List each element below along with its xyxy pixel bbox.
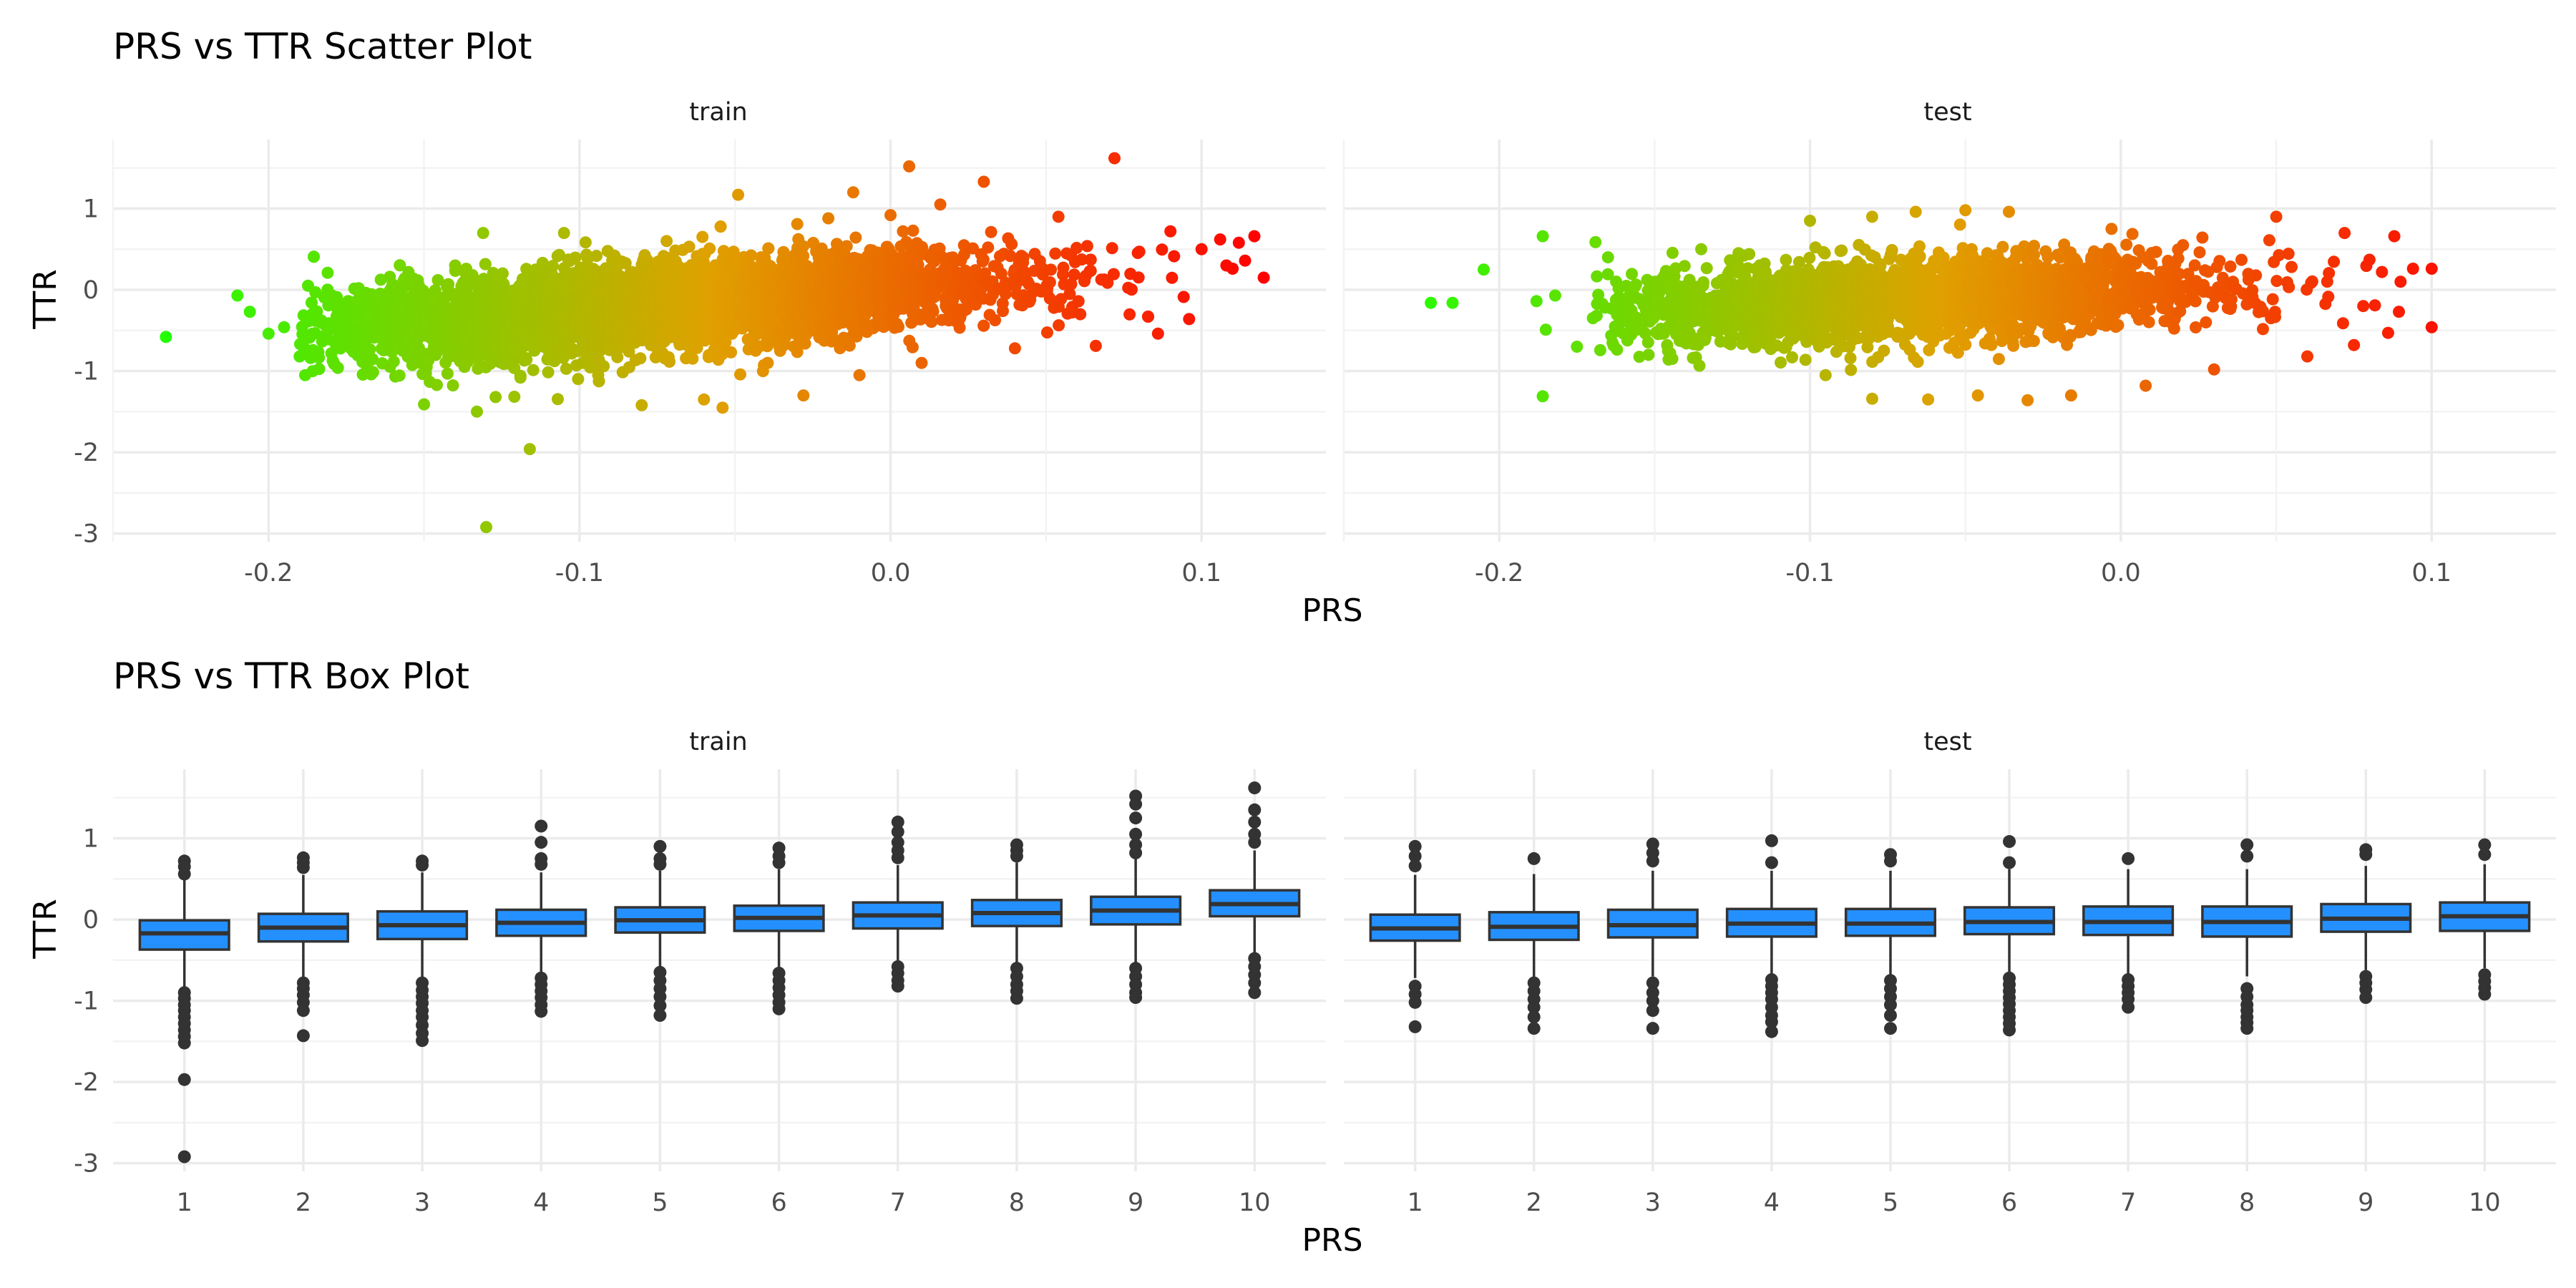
- strip-label-test: test: [1923, 98, 1971, 127]
- scatter-point: [590, 250, 603, 263]
- scatter-point: [849, 231, 862, 244]
- scatter-point: [579, 236, 592, 249]
- scatter-point: [313, 363, 326, 376]
- scatter-point: [496, 267, 509, 280]
- scatter-panel-train: -0.2 -0.1 0.0 0.1: [112, 140, 1326, 587]
- scatter-point: [714, 220, 727, 233]
- strip-label-train: train: [689, 98, 747, 127]
- scatter-point: [546, 260, 559, 273]
- scatter-point: [308, 327, 321, 340]
- scatter-point: [334, 342, 347, 355]
- scatter-point: [597, 360, 610, 373]
- scatter-point: [725, 346, 738, 358]
- scatter-point: [762, 242, 775, 255]
- x-tick-label: 0.1: [1181, 559, 1221, 587]
- x-tick-label: -0.2: [244, 559, 293, 587]
- scatter-plot: PRS vs TTR Scatter Plot train test -0.2-…: [27, 26, 2556, 629]
- scatter-point: [364, 343, 376, 356]
- scatter-point: [431, 274, 444, 286]
- scatter-point: [925, 316, 938, 328]
- scatter-point: [892, 321, 905, 333]
- scatter-point: [537, 258, 550, 271]
- scatter-point: [734, 368, 746, 381]
- scatter-point: [394, 259, 406, 272]
- scatter-point: [309, 286, 322, 298]
- scatter-point: [634, 352, 647, 365]
- scatter-point: [306, 296, 318, 309]
- scatter-point: [308, 250, 320, 263]
- scatter-point: [569, 251, 582, 264]
- scatter-point: [906, 341, 919, 353]
- scatter-point: [441, 367, 454, 380]
- scatter-point: [927, 305, 940, 318]
- scatter-point: [840, 240, 853, 253]
- scatter-point: [663, 356, 676, 368]
- scatter-point: [611, 351, 624, 364]
- scatter-point: [553, 248, 565, 261]
- scatter-point: [696, 230, 709, 243]
- x-tick-label: -0.1: [555, 559, 604, 587]
- scatter-point: [527, 364, 540, 376]
- scatter-point: [619, 257, 632, 270]
- scatter-point: [552, 393, 564, 406]
- scatter-title: PRS vs TTR Scatter Plot: [113, 26, 532, 67]
- scatter-point: [387, 355, 400, 368]
- scatter-point: [479, 258, 492, 270]
- scatter-point: [686, 352, 699, 365]
- x-tick-label: 0.0: [871, 559, 911, 587]
- scatter-point: [431, 379, 443, 391]
- scatter-point: [572, 373, 585, 386]
- scatter-point: [331, 361, 344, 374]
- scatter-point: [313, 351, 326, 364]
- scatter-point: [520, 353, 533, 366]
- scatter-point: [560, 362, 572, 375]
- scatter-point: [447, 379, 459, 392]
- scatter-point: [683, 240, 696, 253]
- scatter-point: [542, 366, 555, 379]
- scatter-point: [366, 353, 379, 366]
- scatter-point: [508, 391, 521, 403]
- scatter-point: [703, 242, 716, 255]
- scatter-point: [393, 369, 406, 382]
